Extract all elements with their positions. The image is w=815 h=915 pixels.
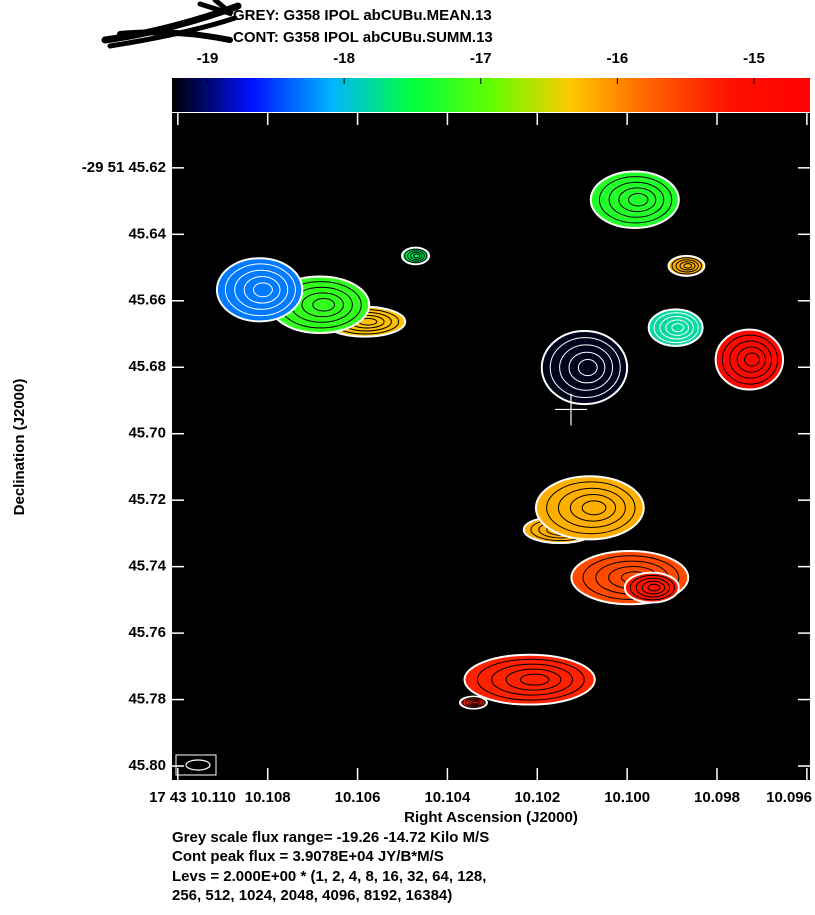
source xyxy=(625,573,679,603)
y-tick-label: 45.76 xyxy=(128,624,166,641)
colorbar xyxy=(172,78,810,112)
x-tick-label: 10.096 xyxy=(766,789,812,806)
source xyxy=(217,258,302,321)
title-line: GREY: G358 IPOL abCUBu.MEAN.13 xyxy=(233,7,492,24)
logo-scribble xyxy=(105,0,238,46)
x-tick-label: 17 43 10.110 xyxy=(149,789,236,806)
source xyxy=(464,655,594,705)
x-tick-label: 10.098 xyxy=(694,789,740,806)
x-tick-label: 10.104 xyxy=(424,789,471,806)
y-tick-label: 45.80 xyxy=(128,757,166,774)
footer-line: Cont peak flux = 3.9078E+04 JY/B*M/S xyxy=(172,848,444,865)
source xyxy=(649,309,703,346)
source xyxy=(536,476,644,539)
x-axis-label: Right Ascension (J2000) xyxy=(404,809,578,826)
y-tick-label: 45.78 xyxy=(128,691,166,708)
y-axis-label: Declination (J2000) xyxy=(11,379,28,516)
x-tick-label: 10.102 xyxy=(514,789,560,806)
footer-line: Grey scale flux range= -19.26 -14.72 Kil… xyxy=(172,829,489,846)
x-tick-label: 10.106 xyxy=(335,789,381,806)
source xyxy=(542,331,627,404)
x-tick-label: 10.100 xyxy=(604,789,650,806)
y-tick-label: 45.72 xyxy=(128,491,166,508)
source xyxy=(402,248,429,265)
y-tick-label: 45.70 xyxy=(128,425,166,442)
y-tick-label: 45.66 xyxy=(128,292,166,309)
title-line: CONT: G358 IPOL abCUBu.SUMM.13 xyxy=(233,29,493,46)
colorbar-tick-label: -18 xyxy=(333,50,355,67)
colorbar-tick-label: -17 xyxy=(470,50,492,67)
footer-line: 256, 512, 1024, 2048, 4096, 8192, 16384) xyxy=(172,887,452,904)
footer-line: Levs = 2.000E+00 * (1, 2, 4, 8, 16, 32, … xyxy=(172,868,486,885)
y-tick-label: 45.68 xyxy=(128,358,166,375)
colorbar-tick-label: -16 xyxy=(607,50,629,67)
y-tick-label: -29 51 45.62 xyxy=(82,159,166,176)
source xyxy=(668,256,704,276)
y-tick-label: 45.64 xyxy=(128,225,166,242)
x-tick-label: 10.108 xyxy=(245,789,291,806)
colorbar-tick-label: -19 xyxy=(197,50,219,67)
source xyxy=(591,171,679,227)
y-tick-label: 45.74 xyxy=(128,558,166,575)
chart: GREY: G358 IPOL abCUBu.MEAN.13 CONT: G35… xyxy=(0,0,815,910)
source xyxy=(716,330,783,390)
colorbar-tick-label: -15 xyxy=(743,50,765,67)
